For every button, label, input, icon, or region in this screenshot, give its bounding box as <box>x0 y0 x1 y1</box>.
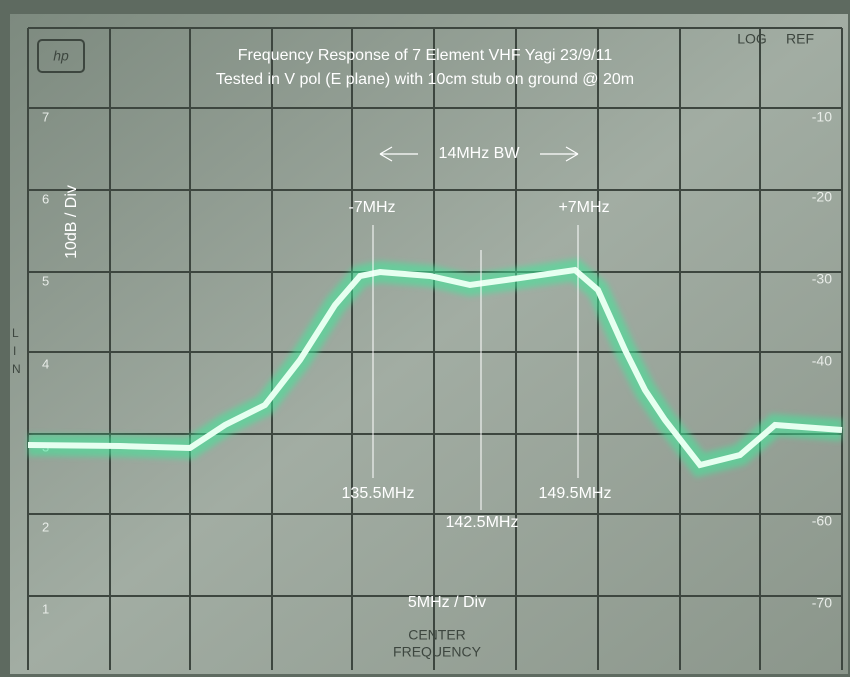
screen <box>10 14 848 674</box>
left-scale-label: 2 <box>42 519 49 534</box>
right-scale-label: -70 <box>812 595 832 611</box>
center-freq: 142.5MHz <box>446 514 519 531</box>
left-scale-label: 7 <box>42 109 49 124</box>
lin-label: L I N <box>12 326 21 376</box>
title: Frequency Response of 7 Element VHF Yagi… <box>238 47 613 64</box>
left-scale-label: 4 <box>42 356 49 371</box>
bandwidth: 14MHz BW <box>439 145 521 162</box>
right-scale-label: -10 <box>812 109 832 125</box>
footer-frequency: FREQUENCY <box>393 644 482 660</box>
lower-offset: -7MHz <box>348 199 395 216</box>
lower-freq: 135.5MHz <box>342 485 415 502</box>
subtitle: Tested in V pol (E plane) with 10cm stub… <box>216 71 634 88</box>
right-scale: -10 -20 -30 -40 -60 -70 <box>812 109 832 611</box>
log-label: LOG <box>737 31 767 47</box>
marker-lines <box>372 225 579 510</box>
upper-freq: 149.5MHz <box>539 485 612 502</box>
lin-letter: L <box>12 326 19 340</box>
footer-center: CENTER <box>408 627 466 643</box>
trace <box>27 258 843 478</box>
lin-letter: N <box>12 362 21 376</box>
right-scale-label: -30 <box>812 271 832 287</box>
right-scale-label: -40 <box>812 353 832 369</box>
left-scale-label: 6 <box>42 191 49 206</box>
lin-letter: I <box>13 344 16 358</box>
bw-arrows <box>379 146 579 162</box>
logo-box <box>37 39 85 73</box>
upper-offset: +7MHz <box>558 199 609 216</box>
right-scale-label: -60 <box>812 513 832 529</box>
left-scale-label: 5 <box>42 273 49 288</box>
horizontal-scale: 5MHz / Div <box>408 594 486 611</box>
vertical-scale: 10dB / Div <box>63 185 80 259</box>
left-scale-label: 1 <box>42 601 49 616</box>
ref-label: REF <box>786 31 814 47</box>
logo: hp <box>53 48 69 64</box>
right-scale-label: -20 <box>812 189 832 205</box>
